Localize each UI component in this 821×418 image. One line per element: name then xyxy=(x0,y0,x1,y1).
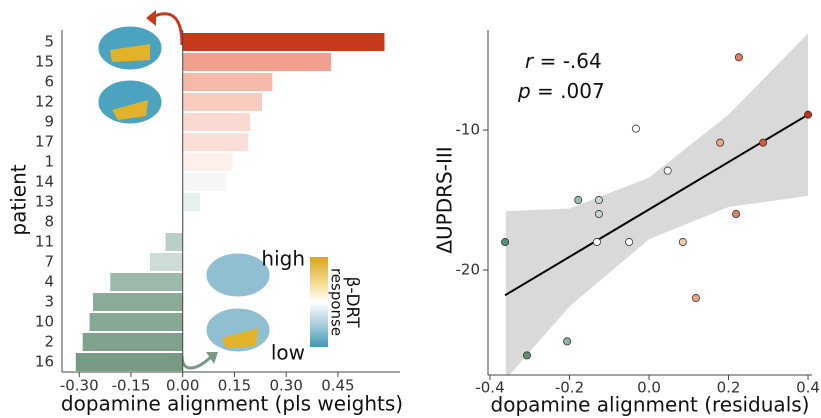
colorbar-low: low xyxy=(271,341,305,365)
y-axis-label: ΔUPDRS-III xyxy=(433,146,457,253)
annotation-symbol: p xyxy=(517,79,531,103)
bar xyxy=(183,73,273,91)
y-tick-label: 16 xyxy=(35,353,54,371)
point xyxy=(501,238,508,245)
y-tick-label: 13 xyxy=(35,193,54,211)
point xyxy=(593,238,600,245)
annotation: p = .007 xyxy=(517,79,605,103)
y-tick-label: -10 xyxy=(456,121,481,139)
point xyxy=(692,294,699,301)
bar xyxy=(183,193,200,211)
x-axis-label: dopamine alignment (pls weights) xyxy=(61,392,403,416)
colorbar-high: high xyxy=(261,247,305,271)
y-tick-label: 3 xyxy=(44,293,54,311)
y-tick-label: 14 xyxy=(35,173,54,191)
y-tick-label: -20 xyxy=(456,261,481,279)
y-tick-label: 17 xyxy=(35,133,54,151)
bar xyxy=(150,253,183,271)
point xyxy=(735,54,742,61)
point xyxy=(564,338,571,345)
y-tick-label: 5 xyxy=(44,33,54,51)
point xyxy=(804,111,811,118)
bar xyxy=(165,233,182,251)
y-tick-label: 10 xyxy=(35,313,54,331)
y-tick-label: 15 xyxy=(35,53,54,71)
y-tick-label: 11 xyxy=(35,233,54,251)
point xyxy=(575,196,582,203)
y-tick-label: 7 xyxy=(44,253,54,271)
point xyxy=(679,238,686,245)
bar xyxy=(183,153,233,171)
y-axis-label: patient xyxy=(7,164,31,235)
y-tick-label: 8 xyxy=(44,213,54,231)
bar xyxy=(183,113,250,131)
colorbar xyxy=(310,257,328,347)
bar xyxy=(110,273,182,291)
y-tick-label: 4 xyxy=(44,273,54,291)
figure: 5156129171141381174310216-0.30-0.150.000… xyxy=(0,0,821,418)
point xyxy=(595,210,602,217)
y-tick-label: 2 xyxy=(44,333,54,351)
annotation-text: = -.64 xyxy=(533,49,602,73)
bar xyxy=(183,133,249,151)
bar xyxy=(183,33,385,51)
annotation: r = -.64 xyxy=(525,49,602,73)
bar xyxy=(76,353,183,371)
bar xyxy=(93,293,183,311)
bar xyxy=(183,53,331,71)
bar xyxy=(90,313,183,331)
bar xyxy=(183,93,262,111)
point xyxy=(632,125,639,132)
point xyxy=(523,352,530,359)
point xyxy=(717,139,724,146)
point xyxy=(626,238,633,245)
y-tick-label: 1 xyxy=(44,153,54,171)
point xyxy=(595,196,602,203)
y-tick-label: 6 xyxy=(44,73,54,91)
y-tick-label: 12 xyxy=(35,93,54,111)
bar xyxy=(83,333,183,351)
colorbar-subtitle: response xyxy=(328,268,346,336)
y-tick-label: 9 xyxy=(44,113,54,131)
point xyxy=(732,210,739,217)
bar xyxy=(183,173,226,191)
annotation-text: = .007 xyxy=(531,79,605,103)
point xyxy=(760,139,767,146)
point xyxy=(664,167,671,174)
x-axis-label: dopamine alignment (residuals) xyxy=(491,393,810,417)
